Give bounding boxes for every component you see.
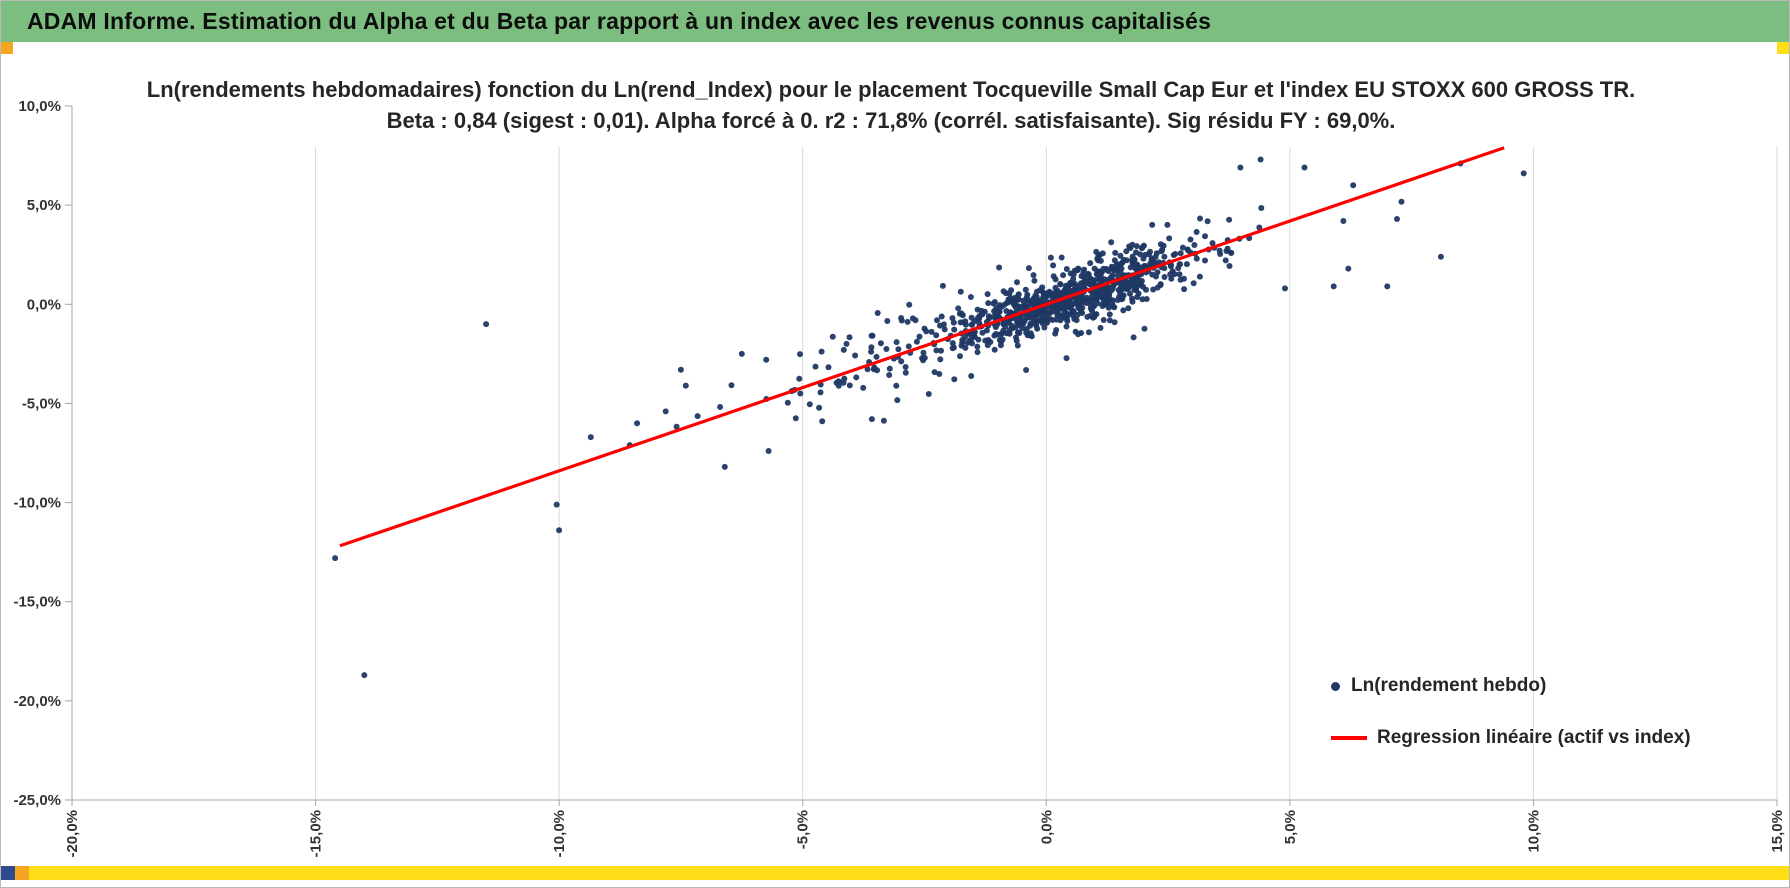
svg-text:10,0%: 10,0%	[18, 98, 61, 115]
scatter-marker-icon	[1331, 681, 1340, 691]
legend-label-regression: Regression linéaire (actif vs index)	[1377, 727, 1691, 748]
svg-text:15,0%: 15,0%	[1769, 810, 1786, 853]
legend-label-series: Ln(rendement hebdo)	[1351, 675, 1547, 696]
right-corner-marker	[1777, 42, 1789, 54]
svg-text:-5,0%: -5,0%	[795, 810, 812, 849]
bottom-strip-yellow-bar	[29, 866, 1789, 880]
svg-text:0,0%: 0,0%	[1038, 810, 1055, 844]
scatter-plot[interactable]: -20,0% -15,0% -10,0% -5,0% 0,0% 5,0% 10,0% 15,0…	[1, 42, 1790, 888]
svg-text:-25,0%: -25,0%	[13, 792, 61, 809]
bottom-strip-orange-square	[15, 866, 29, 880]
svg-text:-20,0%: -20,0%	[13, 693, 61, 710]
axes	[65, 105, 1778, 806]
svg-text:-5,0%: -5,0%	[22, 395, 61, 412]
scatter-points	[332, 156, 1527, 679]
regression-line	[339, 146, 1505, 548]
bottom-strip-blue-square	[1, 866, 15, 880]
tick-labels: -20,0% -15,0% -10,0% -5,0% 0,0% 5,0% 10,0% 15,0…	[13, 98, 1786, 858]
chart-legend: Ln(rendement hebdo) Regression linéaire …	[1331, 667, 1691, 757]
svg-text:5,0%: 5,0%	[1282, 810, 1299, 844]
left-corner-marker	[1, 42, 13, 54]
svg-text:0,0%: 0,0%	[27, 296, 61, 313]
svg-text:10,0%: 10,0%	[1525, 810, 1542, 853]
regression-line-icon	[1331, 736, 1367, 740]
sheet-title: ADAM Informe. Estimation du Alpha et du …	[27, 8, 1212, 34]
svg-text:-10,0%: -10,0%	[551, 810, 568, 858]
legend-item-series[interactable]: Ln(rendement hebdo)	[1331, 667, 1691, 705]
gridlines	[315, 147, 1778, 800]
svg-text:5,0%: 5,0%	[27, 197, 61, 214]
sheet-title-bar: ADAM Informe. Estimation du Alpha et du …	[1, 1, 1789, 42]
svg-text:-20,0%: -20,0%	[64, 810, 81, 858]
bottom-strip	[1, 866, 1789, 880]
svg-text:-15,0%: -15,0%	[308, 810, 325, 858]
svg-text:-10,0%: -10,0%	[13, 495, 61, 512]
svg-text:-15,0%: -15,0%	[13, 594, 61, 611]
legend-item-regression[interactable]: Regression linéaire (actif vs index)	[1331, 719, 1691, 757]
